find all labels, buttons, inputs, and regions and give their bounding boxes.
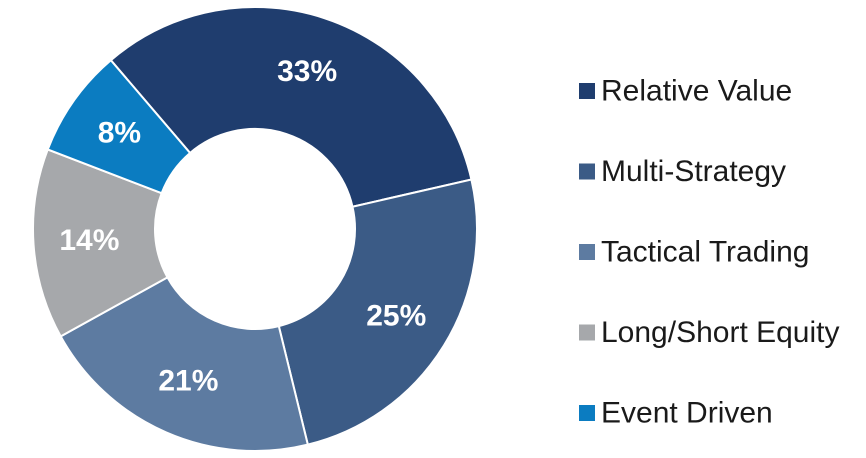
value-label: 21%	[158, 365, 218, 398]
legend-label: Event Driven	[601, 397, 773, 430]
legend-label: Long/Short Equity	[601, 316, 840, 349]
donut-segment	[32, 148, 169, 338]
legend-label: Relative Value	[601, 75, 792, 108]
legend-label: Multi-Strategy	[601, 155, 786, 188]
legend-label: Tactical Trading	[601, 236, 809, 269]
value-label: 25%	[366, 300, 426, 333]
donut-segment	[46, 58, 192, 195]
legend-swatch	[579, 405, 595, 421]
value-label: 33%	[277, 55, 337, 88]
legend-swatch	[579, 163, 595, 180]
donut-segment	[109, 6, 473, 208]
value-label: 14%	[59, 224, 119, 257]
donut-segment	[59, 275, 310, 452]
value-label: 8%	[98, 117, 141, 150]
legend-swatch	[579, 244, 595, 260]
donut-segment	[277, 178, 478, 446]
legend-swatch	[579, 324, 595, 341]
legend-swatch	[579, 83, 595, 99]
